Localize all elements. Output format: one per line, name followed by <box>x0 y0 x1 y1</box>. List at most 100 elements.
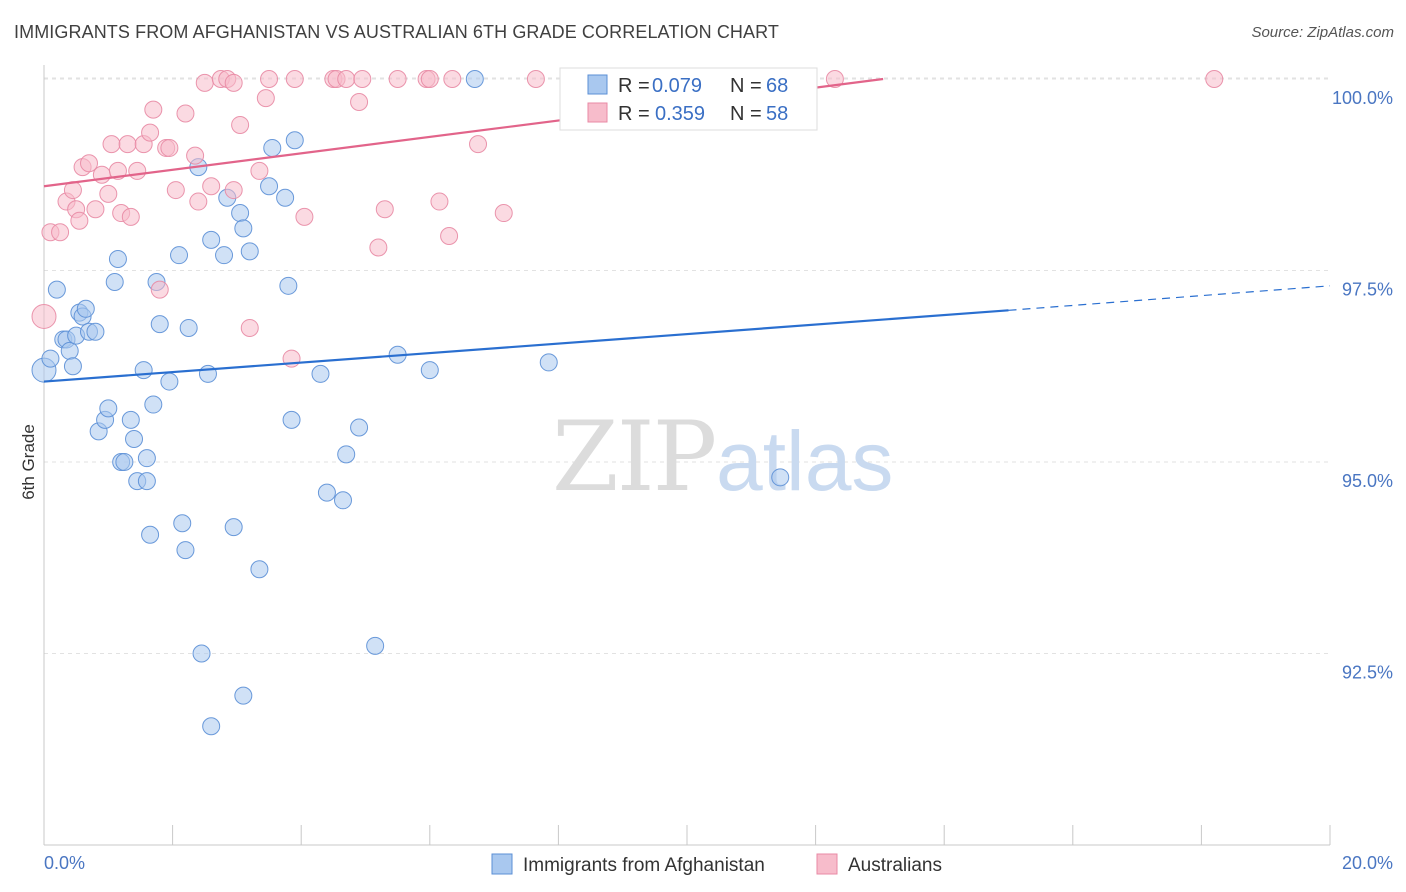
australians-point <box>70 211 89 230</box>
australians-point <box>99 184 118 203</box>
legend-n-label-australians: N = <box>730 103 762 125</box>
series-legend-swatch-afghanistan <box>491 853 513 875</box>
legend-r-value-afghanistan: 0.079 <box>652 75 702 97</box>
afghanistan-point <box>224 518 243 537</box>
australians-point <box>202 177 221 196</box>
australians-point <box>526 70 545 88</box>
grid <box>44 77 1330 654</box>
afghanistan-point <box>202 717 221 736</box>
legend-r-value-australians: 0.359 <box>655 103 705 125</box>
afghanistan-point <box>115 453 134 471</box>
afghanistan-point <box>333 491 352 510</box>
australians-point <box>150 280 169 299</box>
afghanistan-point <box>99 399 118 418</box>
legend-n-value-australians: 58 <box>766 103 788 125</box>
afghanistan-point <box>179 318 198 337</box>
afghanistan-point <box>150 315 169 334</box>
y-tick-labels: 100.0% 97.5% 95.0% 92.5% <box>1332 88 1393 683</box>
y-tick-label: 97.5% <box>1342 280 1393 300</box>
afghanistan-point <box>137 472 156 491</box>
afghanistan-point <box>317 483 336 502</box>
afghanistan-point <box>215 246 234 265</box>
afghanistan-point <box>240 242 259 261</box>
australians-point <box>224 73 243 92</box>
legend-r-label-afghanistan: R = <box>618 75 650 97</box>
australians-point <box>420 70 439 88</box>
afghanistan-point <box>192 644 211 663</box>
australians-point <box>160 138 179 157</box>
afghanistan-point <box>337 445 356 464</box>
australians-point <box>250 161 269 180</box>
afghanistan-point <box>176 541 195 560</box>
afghanistan-point <box>173 514 192 533</box>
australians-point <box>118 135 137 154</box>
australians-point <box>285 70 304 88</box>
legend-n-value-afghanistan: 68 <box>766 75 788 97</box>
afghanistan-point <box>41 349 60 368</box>
australians-point <box>166 181 185 200</box>
australians-point <box>443 70 462 88</box>
afghanistan-point <box>539 353 558 372</box>
afghanistan-point <box>86 322 105 341</box>
australians-point <box>353 70 372 88</box>
afghanistan-point <box>63 357 82 376</box>
australians-point <box>240 318 259 337</box>
australians-point <box>256 89 275 108</box>
afghanistan-point <box>234 686 253 705</box>
australians-point <box>121 207 140 226</box>
afghanistan-point <box>47 280 66 299</box>
australians-point <box>260 70 279 88</box>
australians-point <box>176 104 195 123</box>
australians-point <box>375 200 394 219</box>
y-tick-label: 95.0% <box>1342 471 1393 491</box>
afghanistan-point <box>771 468 790 487</box>
legend-swatch-australians <box>587 102 608 123</box>
afghanistan-point <box>105 272 124 291</box>
australians-point <box>469 135 488 154</box>
afghanistan-point <box>420 361 439 380</box>
afghanistan-point <box>279 276 298 295</box>
legend-r-label-australians: R = <box>618 103 650 125</box>
australians-point <box>80 154 99 173</box>
watermark: ZIP atlas <box>552 401 893 513</box>
x-tick-label: 0.0% <box>44 853 85 873</box>
chart-title: IMMIGRANTS FROM AFGHANISTAN VS AUSTRALIA… <box>14 22 779 42</box>
australians-point <box>224 181 243 200</box>
afghanistan-point <box>231 204 250 223</box>
legend-n-label-afghanistan: N = <box>730 75 762 97</box>
australians-point <box>494 204 513 223</box>
australians-point <box>141 123 160 142</box>
afghanistan-point <box>366 636 385 655</box>
afghanistan-point <box>108 250 127 269</box>
x-tick-label: 20.0% <box>1342 853 1393 873</box>
axes <box>43 65 1331 846</box>
australians-point <box>295 207 314 226</box>
series-legend-swatch-australians <box>816 853 838 875</box>
afghanistan-point <box>160 372 179 391</box>
afghanistan-point <box>202 230 221 249</box>
afghanistan-trend-line <box>43 309 1009 383</box>
australians-point <box>186 146 205 165</box>
australians-point <box>337 70 356 88</box>
australians-point <box>430 192 449 211</box>
series-legend-label-australians: Australians <box>848 855 942 876</box>
afghanistan-point <box>144 395 163 414</box>
australians-point <box>189 192 208 211</box>
y-axis-label: 6th Grade <box>19 424 38 500</box>
afghanistan-point <box>465 70 484 88</box>
australians-point <box>825 70 844 88</box>
series-legend-label-afghanistan: Immigrants from Afghanistan <box>523 855 765 876</box>
australians-point <box>128 161 147 180</box>
afghanistan-point <box>260 177 279 196</box>
series-legend: Immigrants from Afghanistan Australians <box>491 853 942 876</box>
afghanistan-point <box>125 430 144 449</box>
afghanistan-point <box>250 560 269 579</box>
australians-point <box>369 238 388 257</box>
australians-point <box>86 200 105 219</box>
chart-source: Source: ZipAtlas.com <box>1251 24 1394 41</box>
australians-point <box>388 70 407 88</box>
afghanistan-trend-extension <box>1008 285 1331 311</box>
afghanistan-point <box>285 131 304 150</box>
watermark-atlas: atlas <box>716 414 893 508</box>
